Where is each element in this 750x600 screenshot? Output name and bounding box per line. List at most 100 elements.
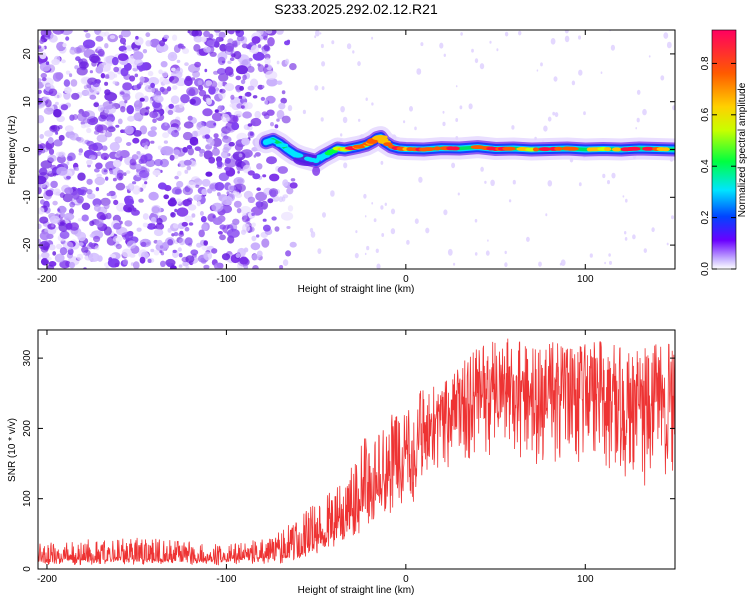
noise-speckle [267, 37, 275, 47]
noise-speckle [201, 36, 207, 43]
noise-speckle [264, 70, 278, 80]
noise-speckle [138, 158, 144, 164]
noise-speckle [109, 170, 114, 175]
noise-speckle [96, 173, 102, 178]
noise-speckle [279, 265, 284, 269]
noise-speckle [83, 30, 89, 33]
noise-speckle [229, 185, 237, 191]
sparse-speckle [302, 109, 306, 115]
carrier-peak [275, 143, 289, 148]
noise-speckle [76, 45, 86, 53]
noise-speckle [144, 181, 148, 185]
noise-speckle [213, 122, 217, 126]
noise-speckle [94, 245, 100, 251]
noise-speckle [219, 224, 226, 230]
noise-speckle [103, 169, 108, 173]
noise-speckle [62, 193, 73, 203]
colorbar-tick-label: 0.6 [700, 107, 711, 121]
noise-speckle [63, 79, 71, 87]
noise-speckle [135, 163, 142, 170]
noise-speckle [235, 30, 241, 34]
noise-speckle [156, 217, 163, 225]
noise-speckle [238, 95, 243, 99]
noise-speckle [203, 251, 213, 261]
noise-speckle [187, 115, 193, 121]
noise-speckle [250, 242, 261, 251]
sparse-speckle [552, 111, 556, 116]
sparse-speckle [474, 58, 479, 64]
noise-speckle [119, 91, 125, 95]
noise-speckle [189, 98, 196, 105]
noise-speckle [181, 221, 188, 227]
sparse-speckle [553, 76, 558, 82]
sparse-speckle [610, 44, 616, 51]
noise-speckle [136, 227, 142, 232]
carrier-peak [604, 147, 612, 152]
noise-speckle [233, 177, 245, 186]
noise-speckle [215, 32, 219, 36]
noise-speckle [41, 46, 45, 50]
sparse-speckle [315, 30, 320, 37]
sparse-speckle [284, 58, 290, 65]
noise-speckle [199, 211, 204, 216]
snr-y-label: SNR (10 * v/v) [7, 418, 18, 482]
noise-speckle [154, 159, 163, 167]
noise-speckle [112, 235, 123, 243]
noise-speckle [113, 66, 120, 73]
colorbar-gradient [712, 30, 736, 269]
noise-speckle [38, 223, 42, 229]
sparse-speckle [319, 32, 322, 35]
spectrogram-y-tick-label: 0 [22, 146, 33, 152]
noise-speckle [152, 118, 157, 123]
noise-speckle [114, 136, 123, 144]
noise-speckle [124, 198, 135, 206]
snr-axes: -200 -100 0 100 0 100 200 300 [22, 330, 675, 585]
noise-speckle [224, 66, 234, 76]
sparse-speckle [511, 125, 515, 130]
noise-speckle [262, 174, 267, 178]
sparse-speckle [354, 252, 359, 259]
sparse-speckle [559, 262, 562, 266]
noise-speckle [131, 209, 140, 216]
noise-speckle [212, 137, 222, 147]
noise-speckle [193, 35, 203, 43]
sparse-speckle [504, 31, 509, 37]
noise-speckle [74, 65, 79, 70]
noise-speckle [243, 58, 251, 65]
noise-speckle [167, 227, 172, 233]
noise-speckle [77, 231, 87, 242]
noise-speckle [183, 121, 194, 129]
noise-speckle [203, 240, 208, 246]
noise-speckle [203, 30, 211, 38]
spectrogram-plot-area [38, 30, 675, 269]
carrier-peak [263, 139, 276, 144]
noise-speckle [104, 131, 113, 138]
noise-speckle [47, 137, 54, 144]
noise-speckle [89, 233, 96, 238]
noise-speckle [129, 75, 136, 82]
sparse-speckle [439, 42, 444, 49]
noise-speckle [194, 146, 201, 151]
noise-speckle [251, 222, 256, 227]
noise-speckle [94, 176, 106, 186]
noise-speckle [221, 253, 231, 261]
noise-speckle [167, 239, 174, 246]
spectrogram-x-tick-label: 100 [577, 274, 594, 285]
noise-speckle [224, 109, 228, 113]
sparse-speckle [508, 199, 512, 203]
sparse-speckle [624, 237, 628, 241]
noise-speckle [139, 125, 148, 135]
noise-speckle [152, 169, 161, 176]
noise-speckle [127, 183, 135, 192]
noise-speckle [120, 106, 126, 113]
noise-speckle [78, 152, 82, 156]
noise-speckle [45, 61, 50, 66]
noise-speckle [281, 211, 294, 221]
noise-speckle [262, 85, 265, 89]
sparse-speckle [406, 239, 410, 245]
noise-speckle [78, 242, 84, 247]
noise-speckle [262, 218, 267, 222]
noise-speckle [277, 166, 288, 174]
sparse-speckle [468, 103, 473, 110]
